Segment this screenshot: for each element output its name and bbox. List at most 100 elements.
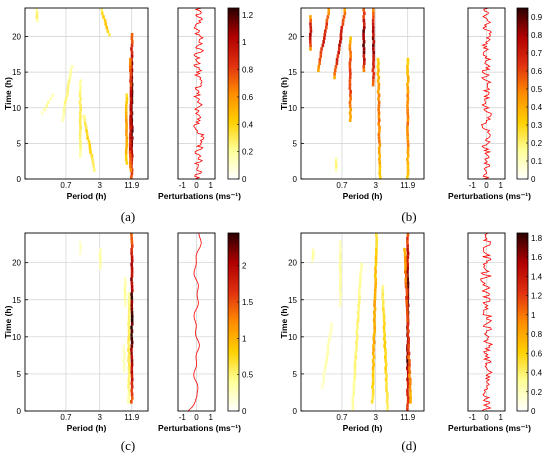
ridge-segment bbox=[383, 344, 386, 348]
ridge-segment bbox=[123, 288, 127, 293]
ridge-segment bbox=[326, 15, 330, 19]
ridge-segment bbox=[374, 233, 378, 237]
ridge-segment bbox=[129, 129, 133, 133]
ridge-segment bbox=[127, 359, 130, 363]
ridge-segment bbox=[129, 111, 133, 115]
ridge-segment bbox=[325, 22, 329, 26]
ridge-segment bbox=[104, 22, 108, 26]
ridge-segment bbox=[373, 299, 376, 304]
ridge-segment bbox=[371, 82, 375, 87]
ridge-segment bbox=[351, 407, 355, 411]
ridge-segment bbox=[352, 385, 356, 389]
ridge-segment bbox=[362, 8, 365, 12]
ridge-segment bbox=[407, 351, 411, 356]
ridge-segment bbox=[377, 97, 380, 101]
ridge-segment bbox=[382, 325, 386, 330]
perturbation-line bbox=[480, 232, 494, 412]
panel-label: (d) bbox=[401, 438, 416, 453]
ridge-segment bbox=[349, 54, 352, 58]
ridge-segment bbox=[362, 29, 365, 33]
ridge-segment bbox=[325, 355, 329, 360]
y-tick-label: 10 bbox=[288, 333, 297, 342]
perturbation-frame bbox=[177, 7, 216, 180]
y-tick-label: 0 bbox=[17, 175, 22, 184]
ridge-segment bbox=[362, 54, 366, 58]
ridge-segment bbox=[405, 288, 409, 293]
pert-x-tick-label: 1 bbox=[499, 181, 504, 190]
ridge-segment bbox=[338, 255, 342, 259]
ridge-segment bbox=[328, 333, 332, 337]
ridge-segment bbox=[127, 344, 131, 348]
ridge-segment bbox=[124, 118, 128, 122]
ridge-segment bbox=[353, 362, 357, 367]
ridge-segment bbox=[130, 54, 134, 58]
ridge-segment bbox=[127, 307, 131, 311]
ridge-segment bbox=[406, 86, 410, 90]
ridge-segment bbox=[374, 255, 378, 259]
ridge-segment bbox=[348, 75, 352, 80]
ridge-segment bbox=[406, 284, 410, 289]
ridge-segment bbox=[406, 139, 410, 144]
ridge-segment bbox=[308, 40, 312, 44]
y-tick-label: 0 bbox=[17, 407, 22, 416]
ridge-segment bbox=[372, 11, 375, 16]
ridge-segment bbox=[404, 277, 408, 282]
ridge-segment bbox=[371, 370, 375, 374]
ridge-segment bbox=[125, 97, 129, 101]
ridge-segment bbox=[130, 314, 134, 319]
ridge-segment bbox=[63, 100, 67, 105]
ridge-segment bbox=[371, 388, 375, 393]
ridge-segment bbox=[406, 258, 409, 263]
ridge-segment bbox=[378, 129, 381, 133]
ridge-segment bbox=[125, 122, 128, 126]
ridge-segment bbox=[125, 129, 128, 133]
y-tick-label: 20 bbox=[12, 259, 21, 268]
ridge-segment bbox=[90, 154, 94, 158]
ridge-segment bbox=[129, 82, 133, 87]
ridge-segment bbox=[406, 57, 410, 62]
ridge-segment bbox=[129, 132, 132, 137]
ridge-segment bbox=[326, 344, 330, 348]
ridge-segment bbox=[381, 284, 385, 289]
y-tick-label: 20 bbox=[288, 259, 297, 268]
ridge-segment bbox=[83, 122, 87, 126]
ridge-segment bbox=[128, 296, 131, 300]
ridge-segment bbox=[406, 362, 410, 367]
ridge-segment bbox=[409, 399, 412, 404]
ridge-segment bbox=[309, 22, 312, 26]
ridge-segment bbox=[130, 359, 134, 363]
ridge-segment bbox=[406, 122, 410, 126]
ridge-segment bbox=[123, 366, 126, 371]
colorbar-tick-label: 0.8 bbox=[242, 66, 254, 75]
ridge-segment bbox=[406, 82, 409, 87]
ridge-segment bbox=[130, 175, 133, 179]
ridge-segment bbox=[79, 247, 82, 252]
ridge-segment bbox=[340, 29, 343, 33]
ridge-segment bbox=[62, 111, 66, 115]
perturbation-frame bbox=[467, 7, 506, 180]
ridge-segment bbox=[378, 171, 382, 176]
ridge-segment bbox=[130, 333, 133, 337]
ridge-segment bbox=[348, 43, 352, 48]
ridge-segment bbox=[406, 255, 410, 259]
ridge-segment bbox=[130, 292, 133, 297]
y-tick-label: 15 bbox=[288, 68, 297, 77]
ridge-segment bbox=[130, 385, 134, 389]
ridge-segment bbox=[130, 296, 134, 300]
ridge-segment bbox=[377, 107, 380, 112]
ridge-segment bbox=[130, 150, 134, 155]
ridge-segment bbox=[374, 277, 378, 282]
ridge-segment bbox=[334, 168, 338, 172]
y-tick-label: 0 bbox=[293, 175, 298, 184]
ridge-segment bbox=[406, 281, 410, 285]
ridge-segment bbox=[349, 40, 352, 44]
ridge-segment bbox=[317, 68, 320, 73]
ridge-segment bbox=[129, 86, 133, 90]
perturbation-line bbox=[193, 7, 205, 180]
ridge-segment bbox=[130, 136, 134, 140]
ridge-segment bbox=[79, 97, 83, 101]
x-axis-label: Period (h) bbox=[67, 423, 107, 433]
